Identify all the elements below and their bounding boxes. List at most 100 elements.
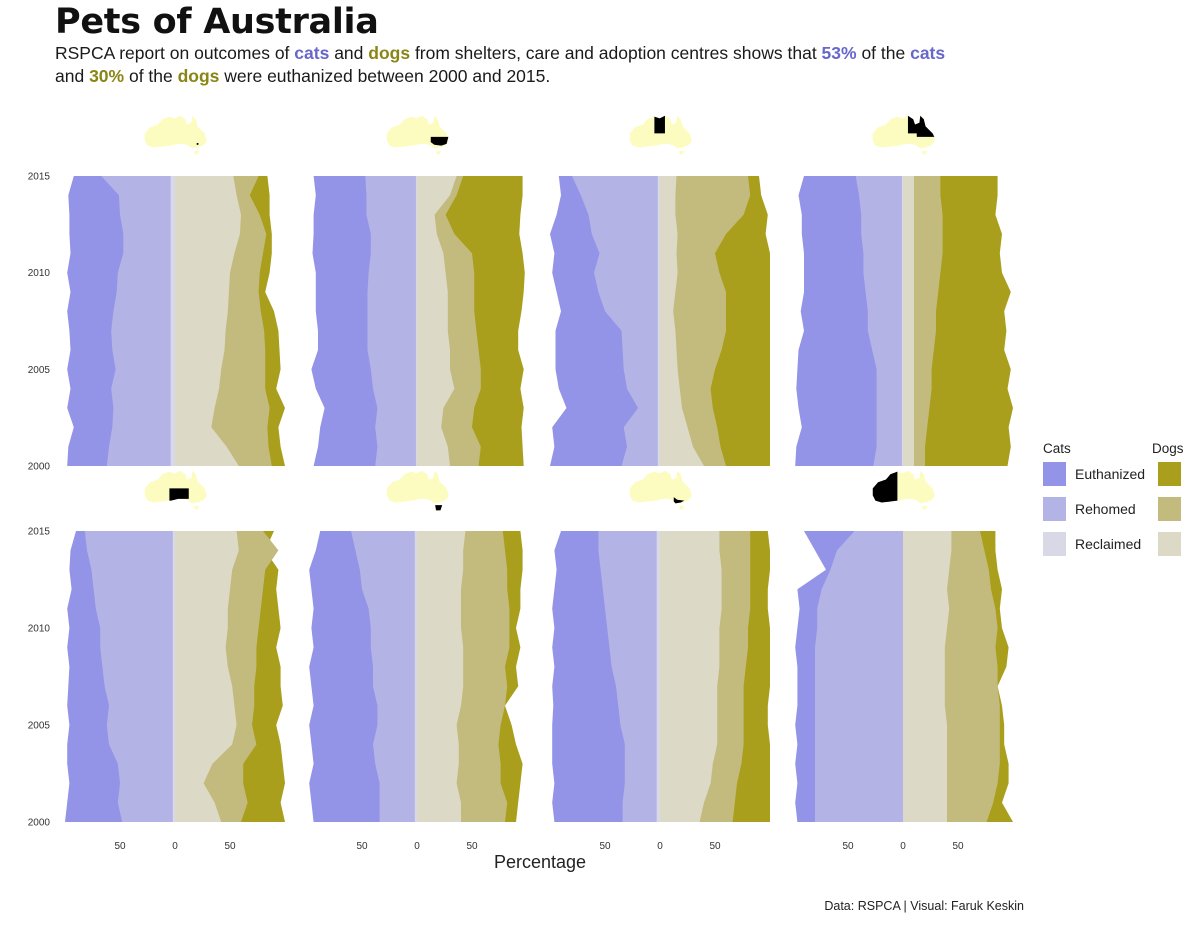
highlight-region-vic bbox=[673, 497, 685, 504]
cats-rehomed-area-qld bbox=[855, 176, 903, 466]
x-tick-label: 50 bbox=[599, 841, 611, 852]
cats-reclaimed-area-nsw bbox=[415, 176, 417, 466]
y-tick-label: 2010 bbox=[28, 268, 51, 279]
mainland-shape bbox=[386, 470, 449, 504]
legend-swatch-cats bbox=[1043, 532, 1066, 556]
subtitle-dogs-percent: 30% bbox=[89, 66, 125, 86]
tasmania-shape bbox=[679, 505, 685, 510]
y-tick-label: 2005 bbox=[28, 721, 51, 732]
mainland-shape bbox=[144, 115, 207, 149]
legend-label: Reclaimed bbox=[1075, 536, 1141, 552]
subtitle-text: from shelters, care and adoption centres… bbox=[410, 43, 822, 63]
dogs-reclaimed-area-sa bbox=[175, 531, 239, 822]
legend-swatch-cats bbox=[1043, 462, 1066, 486]
australia-map-tas bbox=[386, 470, 449, 511]
highlight-region-sa bbox=[169, 488, 189, 501]
tasmania-shape bbox=[922, 150, 928, 155]
cats-rehomed-area-vic bbox=[598, 531, 660, 822]
legend-title-cats: Cats bbox=[1043, 441, 1071, 456]
cats-rehomed-area-nt bbox=[572, 176, 660, 466]
cats-reclaimed-area-act bbox=[170, 176, 175, 466]
australia-map-vic bbox=[629, 470, 692, 510]
chart-title: Pets of Australia bbox=[55, 2, 379, 42]
tasmania-shape bbox=[922, 505, 928, 510]
cats-reclaimed-area-qld bbox=[901, 176, 903, 466]
highlight-region-nt bbox=[654, 115, 665, 134]
panel-nsw bbox=[311, 115, 525, 466]
y-tick-label: 2015 bbox=[28, 527, 51, 538]
highlight-region-wa bbox=[872, 471, 898, 503]
subtitle-text: RSPCA report on outcomes of bbox=[55, 43, 295, 63]
cats-reclaimed-area-vic bbox=[656, 531, 660, 822]
cats-rehomed-area-act bbox=[101, 176, 175, 466]
x-tick-label: 50 bbox=[709, 841, 721, 852]
legend-swatch-dogs bbox=[1158, 497, 1181, 521]
dogs-reclaimed-area-act bbox=[175, 176, 241, 466]
x-tick-label: 50 bbox=[952, 841, 964, 852]
tasmania-shape bbox=[679, 150, 685, 155]
dogs-reclaimed-area-nsw bbox=[417, 176, 457, 466]
y-tick-label: 2005 bbox=[28, 365, 51, 376]
x-tick-label: 50 bbox=[356, 841, 368, 852]
y-tick-label: 2010 bbox=[28, 624, 51, 635]
x-axis-title: Percentage bbox=[494, 852, 586, 872]
dogs-reclaimed-area-nt bbox=[660, 176, 704, 466]
australia-map-sa bbox=[144, 470, 207, 510]
australia-map-act bbox=[144, 115, 207, 155]
panel-nt bbox=[550, 115, 770, 466]
legend-title-dogs: Dogs bbox=[1152, 441, 1184, 456]
caption: Data: RSPCA | Visual: Faruk Keskin bbox=[824, 899, 1024, 913]
australia-map-nsw bbox=[386, 115, 449, 155]
tasmania-shape bbox=[194, 150, 200, 155]
panel-sa: 50 0 50 bbox=[65, 470, 285, 852]
tasmania-shape bbox=[194, 505, 200, 510]
legend: Cats Dogs Euthanized Rehomed Reclaimed bbox=[1043, 441, 1184, 556]
legend-label: Rehomed bbox=[1075, 501, 1136, 517]
cats-rehomed-area-sa bbox=[84, 531, 175, 822]
legend-label: Euthanized bbox=[1075, 466, 1145, 482]
subtitle-cats-percent: 53% bbox=[821, 43, 857, 63]
highlight-region-tas bbox=[435, 505, 443, 511]
x-tick-label: 50 bbox=[466, 841, 478, 852]
subtitle-text: and bbox=[55, 66, 90, 86]
x-tick-label: 0 bbox=[900, 841, 906, 852]
cats-rehomed-area-tas bbox=[351, 531, 417, 822]
dogs-rehomed-area-nt bbox=[660, 176, 751, 466]
y-tick-label: 2000 bbox=[28, 818, 51, 829]
highlight-region-act bbox=[196, 143, 199, 145]
dogs-reclaimed-area-tas bbox=[417, 531, 466, 822]
cats-reclaimed-area-nt bbox=[657, 176, 660, 466]
dogs-reclaimed-area-wa bbox=[903, 531, 952, 822]
subtitle-text: and bbox=[329, 43, 369, 63]
mainland-shape bbox=[629, 470, 692, 504]
y-tick-label: 2015 bbox=[28, 172, 51, 183]
panel-qld bbox=[795, 115, 1013, 466]
panel-tas: 50 0 50 bbox=[309, 470, 523, 852]
x-tick-label: 0 bbox=[657, 841, 663, 852]
subtitle-dogs-word: dogs bbox=[368, 43, 411, 63]
dogs-reclaimed-area-vic bbox=[660, 531, 722, 822]
dogs-reclaimed-area-qld bbox=[903, 176, 914, 466]
x-tick-label: 0 bbox=[172, 841, 178, 852]
x-tick-label: 50 bbox=[224, 841, 236, 852]
australia-map-qld bbox=[872, 115, 935, 155]
cats-rehomed-area-nsw bbox=[365, 176, 417, 466]
legend-swatch-dogs bbox=[1158, 532, 1181, 556]
y-tick-label: 2000 bbox=[28, 462, 51, 473]
x-tick-label: 50 bbox=[114, 841, 126, 852]
x-tick-label: 50 bbox=[842, 841, 854, 852]
highlight-region-qld bbox=[907, 115, 935, 137]
tasmania-shape bbox=[436, 150, 442, 155]
australia-map-nt bbox=[629, 115, 692, 155]
legend-swatch-dogs bbox=[1158, 462, 1181, 486]
subtitle-dogs-word: dogs bbox=[177, 66, 220, 86]
panel-vic: 50 0 50 bbox=[552, 470, 770, 852]
subtitle-text: of the bbox=[124, 66, 178, 86]
highlight-region-nsw bbox=[430, 136, 449, 146]
subtitle-text: were euthanized between 2000 and 2015. bbox=[219, 66, 551, 86]
legend-swatch-cats bbox=[1043, 497, 1066, 521]
panel-wa: 50 0 50 bbox=[795, 470, 1013, 852]
cats-reclaimed-area-tas bbox=[414, 531, 417, 822]
subtitle-text: of the bbox=[856, 43, 911, 63]
